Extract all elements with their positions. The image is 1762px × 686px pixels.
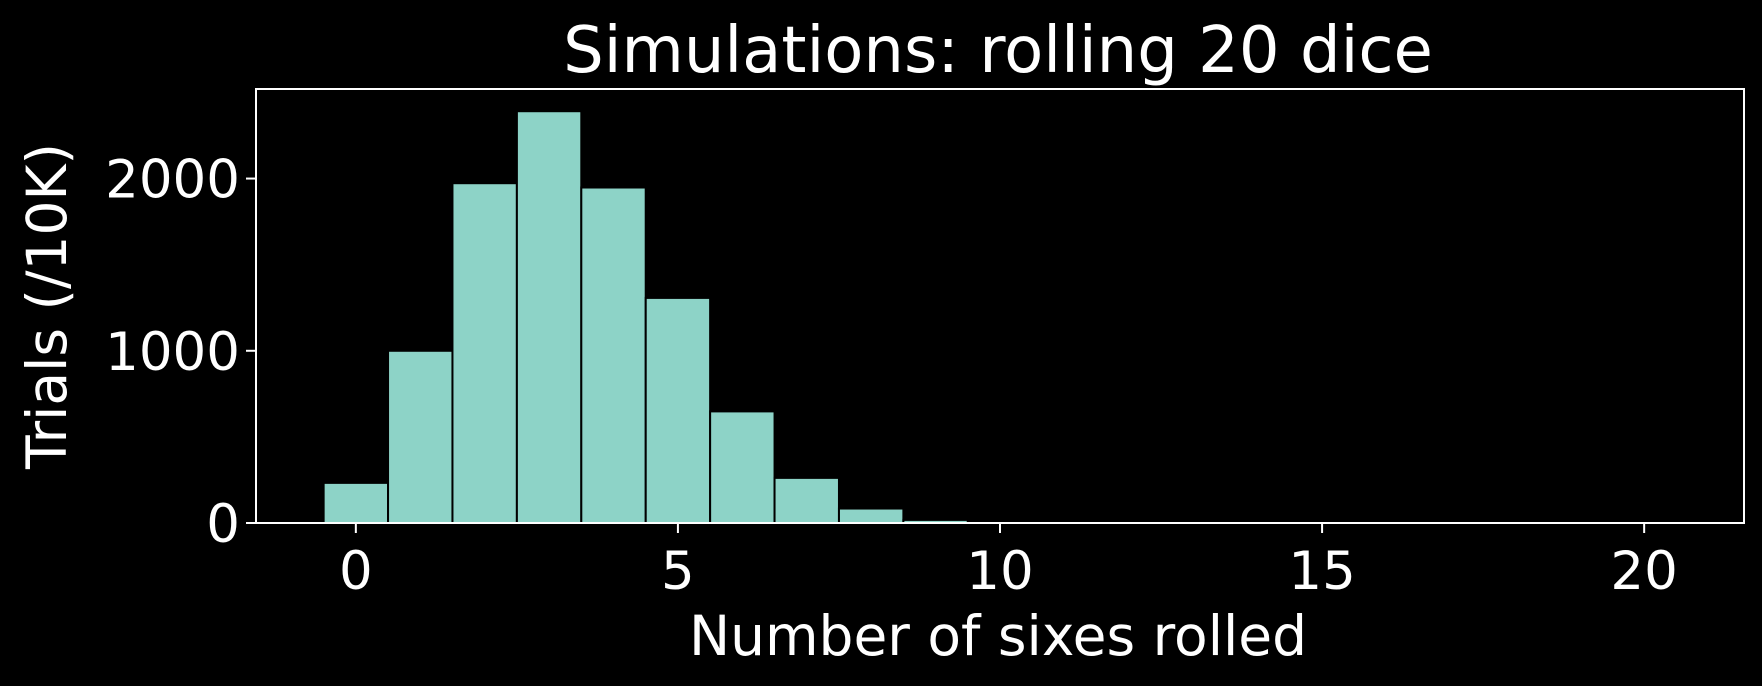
bar-3 xyxy=(515,110,583,524)
x-ticks: 0 5 10 15 20 xyxy=(339,523,1678,602)
y-tick-label-0: 0 xyxy=(206,494,240,555)
bar-7 xyxy=(773,476,840,524)
y-axis-label: Trials (/10K) xyxy=(15,143,79,470)
bar-1 xyxy=(387,349,454,524)
bars xyxy=(322,110,1034,525)
x-tick-label-20: 20 xyxy=(1610,541,1677,602)
x-axis-label: Number of sixes rolled xyxy=(689,604,1307,668)
bar-2 xyxy=(451,182,518,524)
bar-6 xyxy=(709,410,776,524)
bar-0 xyxy=(322,481,390,524)
x-tick-label-10: 10 xyxy=(966,541,1033,602)
bar-8 xyxy=(837,507,905,524)
x-tick-label-15: 15 xyxy=(1288,541,1355,602)
chart-title: Simulations: rolling 20 dice xyxy=(563,14,1433,88)
bar-5 xyxy=(644,296,712,524)
y-ticks: 0 1000 2000 xyxy=(105,150,256,555)
x-tick-label-5: 5 xyxy=(661,541,695,602)
bar-4 xyxy=(580,186,647,524)
y-tick-label-1000: 1000 xyxy=(105,322,240,383)
y-tick-label-2000: 2000 xyxy=(105,150,240,211)
x-tick-label-0: 0 xyxy=(339,541,373,602)
